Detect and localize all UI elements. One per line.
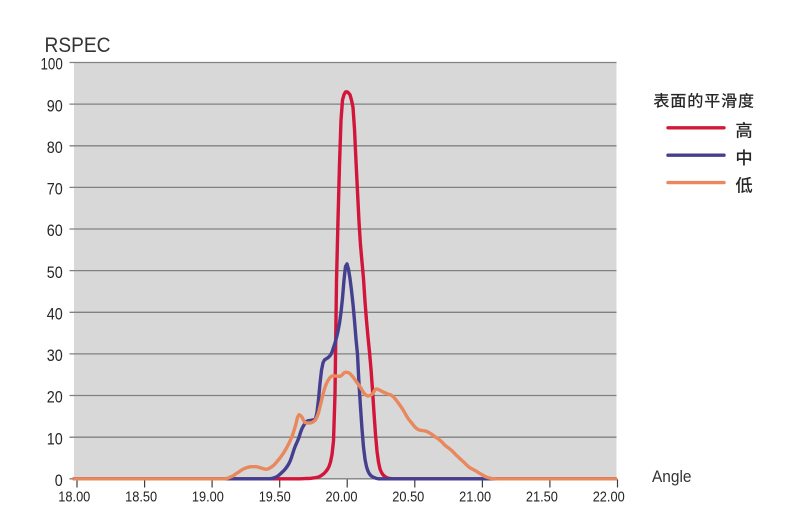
svg-text:70: 70 (47, 180, 63, 199)
svg-text:19.00: 19.00 (192, 488, 224, 505)
svg-text:18.00: 18.00 (58, 488, 90, 505)
svg-text:20: 20 (47, 388, 63, 407)
svg-text:20.00: 20.00 (326, 488, 358, 505)
svg-text:19.50: 19.50 (259, 488, 291, 505)
svg-text:10: 10 (47, 429, 63, 448)
svg-text:60: 60 (47, 221, 63, 240)
svg-text:Angle: Angle (652, 468, 692, 486)
svg-text:100: 100 (41, 55, 63, 74)
svg-text:0: 0 (55, 471, 63, 490)
svg-text:21.00: 21.00 (459, 488, 491, 505)
svg-text:80: 80 (47, 138, 63, 157)
svg-text:90: 90 (47, 96, 63, 115)
svg-text:RSPEC: RSPEC (45, 33, 111, 57)
svg-text:21.50: 21.50 (526, 488, 558, 505)
svg-text:50: 50 (47, 263, 63, 282)
svg-text:18.50: 18.50 (125, 488, 157, 505)
svg-text:30: 30 (47, 346, 63, 365)
svg-text:40: 40 (47, 305, 63, 324)
svg-text:22.00: 22.00 (593, 488, 625, 505)
svg-text:20.50: 20.50 (392, 488, 424, 505)
